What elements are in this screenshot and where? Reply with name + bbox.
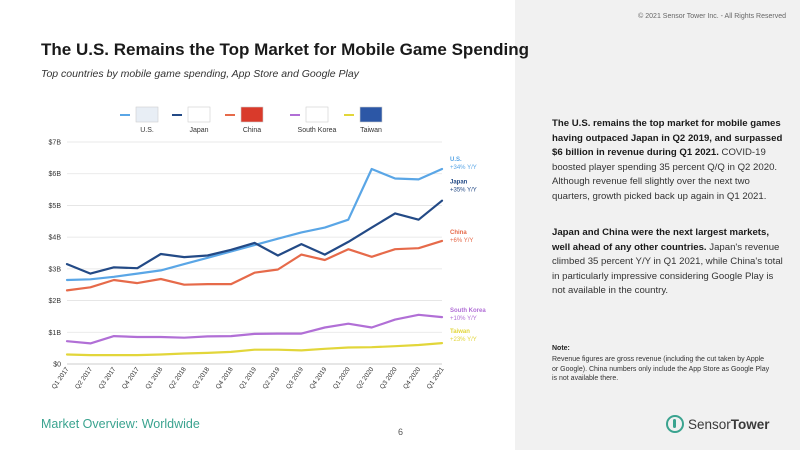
series-line [65,199,444,275]
legend-label: Taiwan [360,127,382,134]
sidebar-paragraph-1: The U.S. remains the top market for mobi… [552,117,784,205]
series-growth-label: +34% Y/Y [450,165,477,171]
x-tick-label: Q1 2018 [144,366,164,391]
y-tick-label: $6B [49,171,62,178]
x-tick-label: Q4 2018 [215,366,235,391]
logo-text: SensorTower [688,417,770,432]
sidebar-paragraph-2: Japan and China were the next largest ma… [552,226,784,299]
legend-flag-icon [240,106,264,123]
series-end-label: U.S. [450,157,462,163]
sidebar-panel [515,0,800,450]
x-tick-label: Q1 2021 [426,366,446,391]
logo-text-part2: Tower [730,416,770,432]
series-line [65,342,444,357]
y-tick-label: $3B [49,266,62,273]
legend-flag-icon [135,106,159,123]
legend-label: China [243,127,261,134]
logo-text-part1: Sensor [688,416,731,432]
sensor-tower-logo: SensorTower [666,415,770,433]
series-growth-label: +35% Y/Y [450,188,477,194]
x-tick-label: Q3 2019 [285,366,305,391]
x-tick-label: Q4 2017 [121,366,141,391]
y-tick-label: $5B [49,203,62,210]
x-tick-label: Q1 2019 [238,366,258,391]
x-tick-label: Q3 2017 [97,366,117,391]
y-tick-label: $2B [49,298,62,305]
x-tick-label: Q1 2020 [332,366,352,391]
copyright-notice: © 2021 Sensor Tower Inc. - All Rights Re… [638,13,786,20]
x-tick-label: Q4 2020 [402,366,422,391]
y-tick-label: $7B [49,140,62,147]
y-tick-label: $4B [49,235,62,242]
sidebar-paragraph-2-lead: Japan and China were the next largest ma… [552,227,770,253]
legend-flag-icon [187,106,211,123]
x-tick-label: Q1 2017 [51,366,71,391]
sidebar-paragraph-2-body: Japan's revenue climbed 35 percent Y/Y i… [552,241,783,297]
y-tick-label: $0 [53,362,61,369]
logo-mark-icon [666,415,684,433]
note-title: Note: [552,345,570,352]
x-tick-label: Q2 2019 [262,366,282,391]
x-tick-label: Q3 2018 [191,366,211,391]
series-line [65,167,444,282]
series-end-label: China [450,230,467,236]
legend-label: South Korea [298,127,337,134]
legend-flag-icon [359,106,383,123]
section-label: Market Overview: Worldwide [41,417,200,431]
note-text: Revenue figures are gross revenue (inclu… [552,356,770,382]
series-end-label: South Korea [450,308,486,314]
legend-flag-icon [305,106,329,123]
legend-label: Japan [189,127,208,134]
series-growth-label: +10% Y/Y [450,316,477,322]
series-end-label: Taiwan [450,329,470,335]
sidebar-paragraph-1-lead: The U.S. remains the top market for mobi… [552,118,783,159]
y-tick-label: $1B [49,330,62,337]
main-panel [0,0,515,450]
series-growth-label: +23% Y/Y [450,337,477,343]
series-end-label: Japan [450,180,468,186]
x-tick-label: Q2 2018 [168,366,188,391]
series-line [65,239,444,292]
series-line [65,313,444,345]
page-number: 6 [398,427,404,437]
legend-label: U.S. [140,127,154,134]
x-tick-label: Q3 2020 [379,366,399,391]
x-tick-label: Q2 2017 [74,366,94,391]
sidebar-paragraph-1-body: COVID-19 boosted player spending 35 perc… [552,147,778,202]
x-tick-label: Q2 2020 [355,366,375,391]
series-growth-label: +6% Y/Y [450,238,473,244]
x-tick-label: Q4 2019 [308,366,328,391]
page-subtitle: Top countries by mobile game spending, A… [41,68,359,80]
page-title: The U.S. Remains the Top Market for Mobi… [41,40,530,59]
